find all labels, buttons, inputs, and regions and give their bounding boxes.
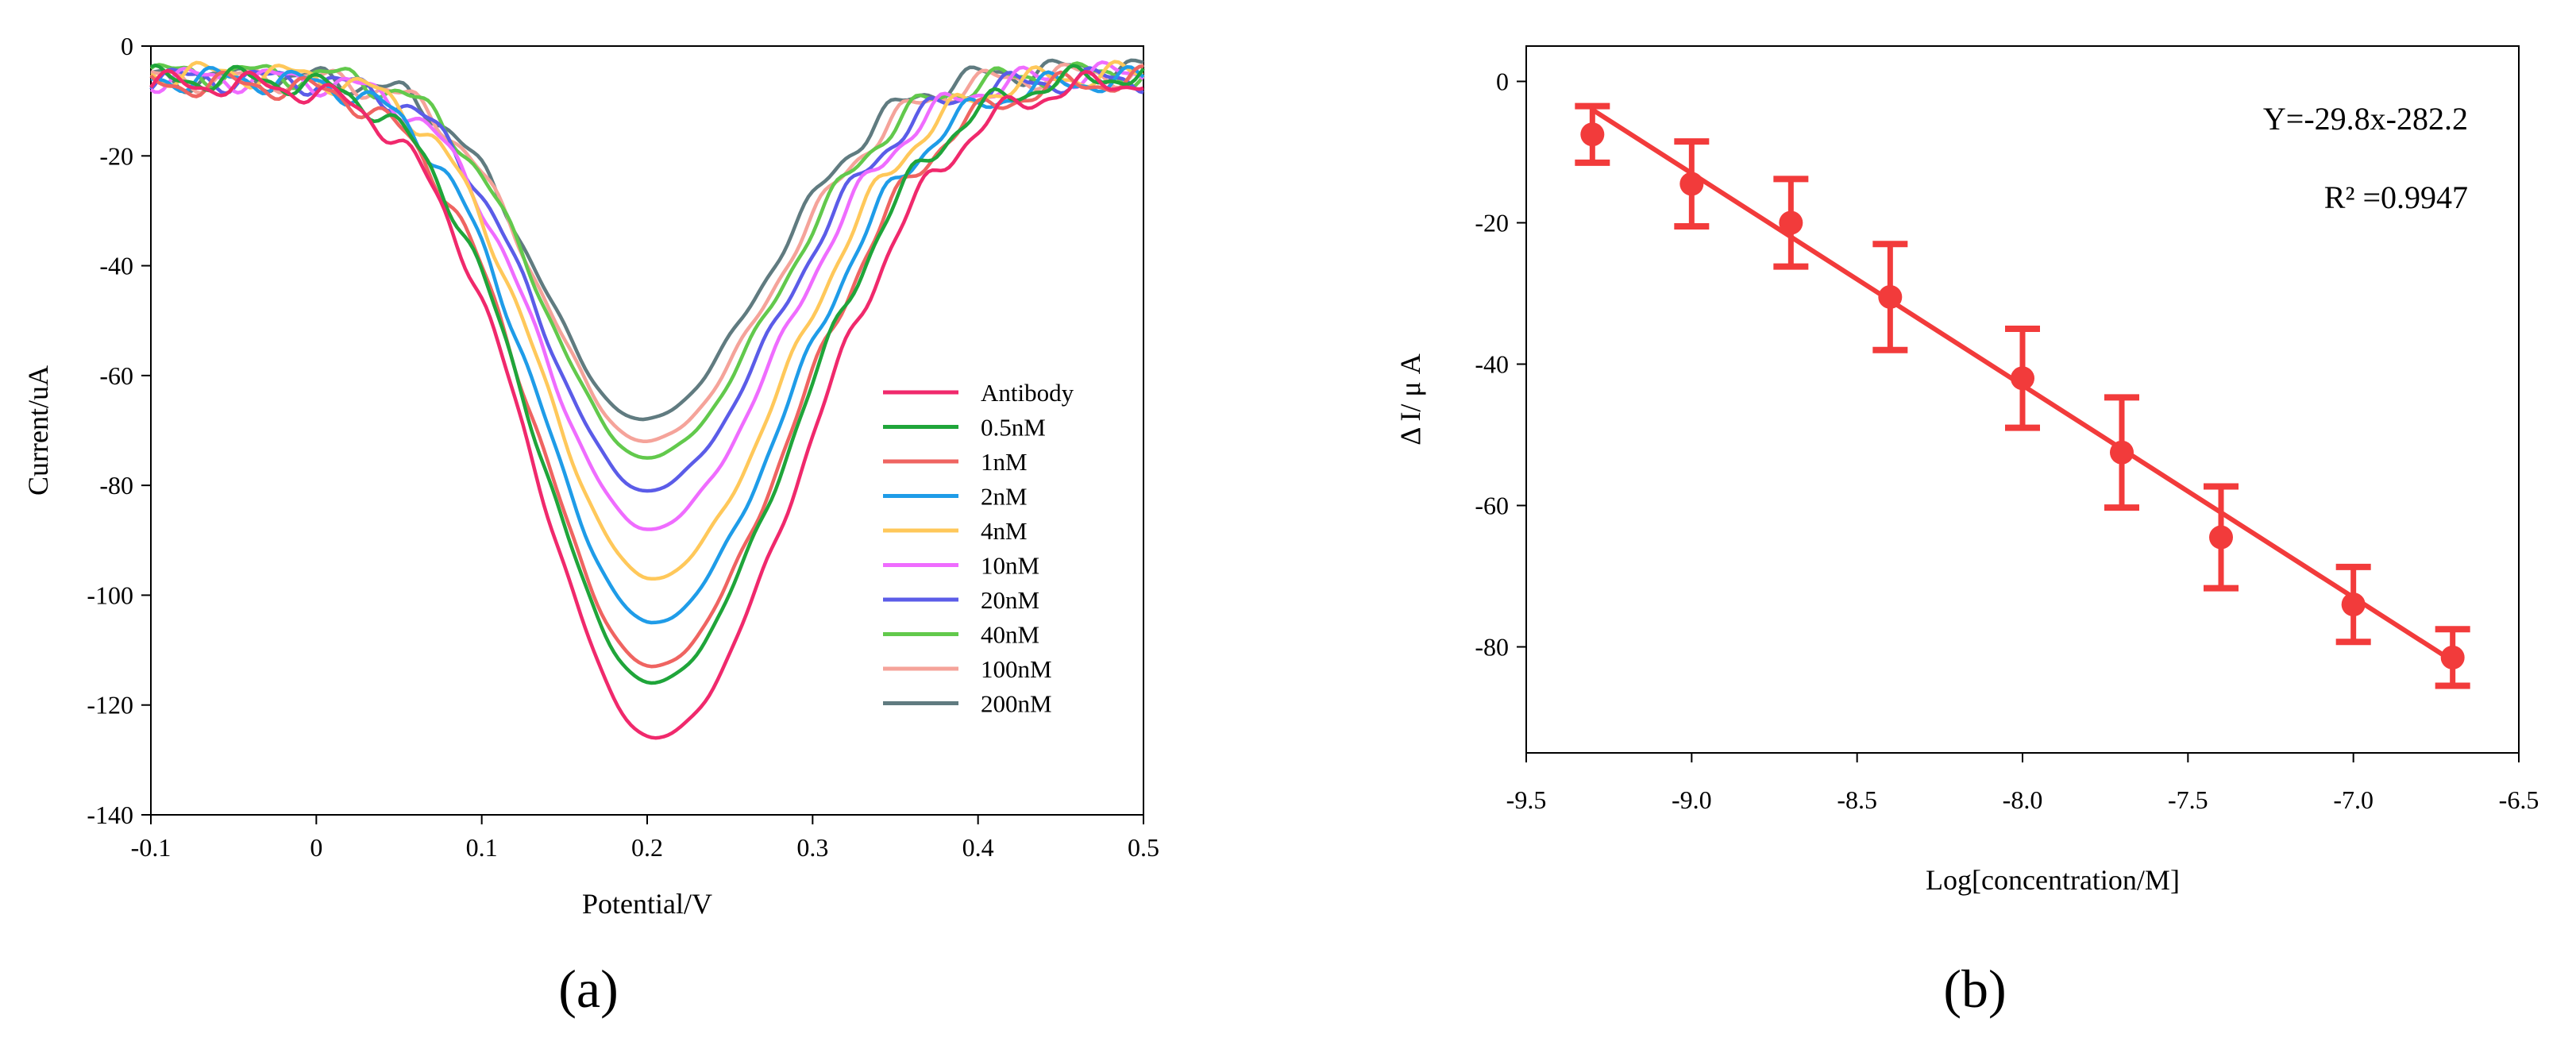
legend-label: 40nM (981, 621, 1039, 649)
series-line-antibody (149, 68, 1144, 740)
data-point-group (2104, 394, 2139, 511)
data-point (2209, 525, 2233, 550)
x-tick-label: -0.1 (131, 833, 172, 862)
legend-label: 2nM (981, 483, 1028, 511)
legend-label: 10nM (981, 552, 1039, 580)
data-point (1779, 210, 1803, 235)
data-point (2341, 592, 2366, 617)
legend-label: 1nM (981, 448, 1028, 476)
data-point-group (1872, 241, 1908, 353)
y-tick-label: -80 (99, 471, 133, 500)
x-tick-label: -9.5 (1506, 785, 1547, 814)
data-point-group (2005, 326, 2040, 431)
y-tick-label: -20 (99, 141, 133, 170)
data-point (2440, 645, 2465, 669)
x-tick-label: -6.5 (2499, 785, 2539, 814)
chart-a-series-lines (149, 58, 1145, 740)
x-tick-label: -7.5 (2168, 785, 2208, 814)
data-point-group (1674, 138, 1710, 230)
legend-label: 4nM (981, 517, 1028, 545)
fit-equation: Y=-29.8x-282.2 (2263, 101, 2468, 137)
chart-b: -9.5 -9.0 -8.5 -8.0 -7.5 -7.0 -6.5 0 -20 -40 -60 -8… (1394, 45, 2539, 1019)
data-point-group (2435, 626, 2470, 689)
chart-a-legend: Antibody 0.5nM 1nM 2nM 4nM 10nM 20nM 40nM 100nM 2… (883, 379, 1074, 718)
x-tick-label: -8.5 (1837, 785, 1877, 814)
x-tick-label: 0.1 (466, 833, 498, 862)
legend-label: 0.5nM (981, 414, 1046, 442)
legend-label: Antibody (981, 379, 1074, 407)
chart-b-ticks: -9.5 -9.0 -8.5 -8.0 -7.5 -7.0 -6.5 0 -20 -40 -60 -8… (1475, 68, 2539, 815)
y-tick-label: 0 (121, 32, 133, 60)
series-line-0.5nm (150, 64, 1145, 685)
x-tick-label: 0.3 (796, 833, 828, 862)
chart-a: -0.1 0 0.1 0.2 0.3 0.4 0.5 0 -20 -40 -60 -80 -100 -12… (22, 32, 1159, 1019)
chart-a-x-axis-title: Potential/V (582, 888, 712, 920)
series-line-1nm (149, 64, 1144, 669)
y-tick-label: -60 (99, 361, 133, 390)
data-point (1679, 172, 1704, 196)
y-tick-label: -60 (1475, 492, 1509, 520)
chart-b-data-points (1575, 102, 2470, 689)
legend-label: 200nM (981, 690, 1052, 718)
data-point (2011, 366, 2034, 391)
y-tick-label: -20 (1475, 209, 1509, 237)
y-tick-label: -40 (99, 252, 133, 280)
x-tick-label: 0.4 (962, 833, 994, 862)
data-point (1878, 284, 1903, 309)
y-tick-label: -120 (87, 691, 133, 720)
y-tick-label: -100 (87, 581, 133, 609)
x-tick-label: 0.5 (1128, 833, 1159, 862)
data-point-group (2335, 563, 2371, 646)
x-tick-label: -9.0 (1672, 785, 1712, 814)
chart-b-x-axis-title: Log[concentration/M] (1926, 864, 2180, 896)
legend-label: 20nM (981, 586, 1039, 614)
legend-label: 100nM (981, 655, 1052, 683)
y-tick-label: 0 (1496, 68, 1509, 96)
data-point (2110, 440, 2134, 465)
y-tick-label: -40 (1475, 350, 1509, 379)
panel-label-b: (b) (1943, 959, 2006, 1019)
y-tick-label: -140 (87, 801, 133, 829)
data-point-group (1773, 176, 1809, 270)
x-tick-label: -8.0 (2003, 785, 2043, 814)
y-tick-label: -80 (1475, 633, 1509, 662)
data-point-group (1575, 102, 1610, 166)
chart-a-y-axis-title: Current/uA (22, 365, 54, 496)
r-squared-value: R² =0.9947 (2324, 179, 2468, 215)
panel-label-a: (a) (558, 959, 618, 1019)
x-tick-label: 0 (310, 833, 322, 862)
x-tick-label: -7.0 (2333, 785, 2374, 814)
data-point (1580, 122, 1605, 147)
data-point-group (2204, 483, 2239, 592)
series-line-200nm (150, 58, 1144, 422)
chart-b-y-axis-title: Δ I/ μ A (1394, 353, 1426, 445)
chart-a-ticks: -0.1 0 0.1 0.2 0.3 0.4 0.5 0 -20 -40 -60 -80 -100 -12… (87, 32, 1159, 862)
x-tick-label: 0.2 (631, 833, 663, 862)
series-line-40nm (149, 61, 1145, 460)
